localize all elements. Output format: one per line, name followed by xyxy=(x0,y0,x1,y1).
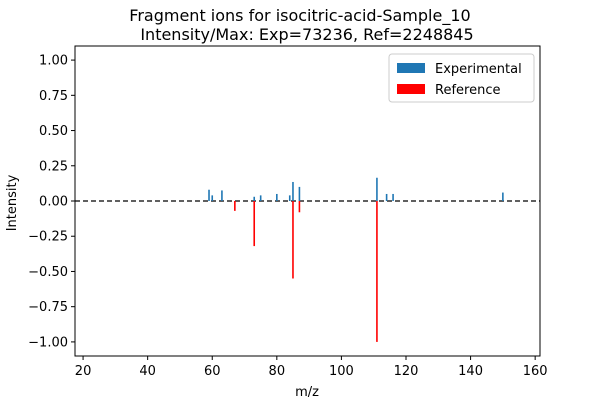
bar-reference xyxy=(292,201,294,279)
bar-experimental xyxy=(211,195,214,201)
chart-title-line2: Intensity/Max: Exp=73236, Ref=2248845 xyxy=(140,25,473,44)
x-tick-label: 60 xyxy=(204,364,221,379)
y-tick-label: 1.00 xyxy=(39,54,68,69)
x-tick-label: 160 xyxy=(523,364,548,379)
bar-reference xyxy=(298,201,301,213)
bar-experimental xyxy=(392,193,394,201)
x-tick-label: 120 xyxy=(394,364,419,379)
y-tick-label: 0.00 xyxy=(39,195,68,210)
bar-experimental xyxy=(259,195,262,201)
bar-experimental xyxy=(292,181,294,201)
y-tick-label: −0.25 xyxy=(28,230,68,245)
bar-experimental xyxy=(288,195,291,201)
x-tick-label: 80 xyxy=(269,364,286,379)
y-tick-label: −0.75 xyxy=(28,300,68,315)
legend-label-experimental: Experimental xyxy=(435,62,522,77)
bar-experimental xyxy=(276,193,278,201)
legend-box xyxy=(388,53,535,103)
series-experimental xyxy=(208,177,504,201)
y-tick-label: 0.25 xyxy=(39,159,68,174)
chart-legend: Experimental Reference xyxy=(388,53,535,103)
y-tick-label: 0.75 xyxy=(39,89,68,104)
bar-reference xyxy=(376,201,378,342)
bar-experimental xyxy=(502,192,504,201)
y-tick-label: 0.50 xyxy=(39,124,68,139)
bar-experimental xyxy=(376,177,378,201)
chart-title-line1: Fragment ions for isocitric-acid-Sample_… xyxy=(129,6,470,26)
y-tick-label: −0.50 xyxy=(28,265,68,280)
legend-swatch-reference xyxy=(397,84,425,94)
y-axis-ticks: −1.00 −0.75 −0.50 −0.25 0.00 0.25 0.50 0.75 1.00 xyxy=(28,54,75,350)
bar-reference xyxy=(234,201,236,211)
y-tick-label: −1.00 xyxy=(28,335,68,350)
x-tick-label: 40 xyxy=(139,364,156,379)
x-axis-label: m/z xyxy=(295,385,319,400)
y-axis-label: Intensity xyxy=(5,174,20,231)
bar-reference xyxy=(253,201,256,247)
legend-label-reference: Reference xyxy=(435,83,500,98)
bar-experimental xyxy=(385,193,388,201)
series-reference xyxy=(234,201,378,342)
bar-experimental xyxy=(221,190,223,201)
x-axis-ticks: 20 40 60 80 100 120 140 160 xyxy=(75,356,548,379)
legend-swatch-experimental xyxy=(397,63,425,73)
bar-experimental xyxy=(208,189,210,201)
x-tick-label: 20 xyxy=(75,364,92,379)
x-tick-label: 140 xyxy=(458,364,483,379)
bar-experimental xyxy=(253,196,256,201)
bar-experimental xyxy=(298,186,301,201)
x-tick-label: 100 xyxy=(329,364,354,379)
